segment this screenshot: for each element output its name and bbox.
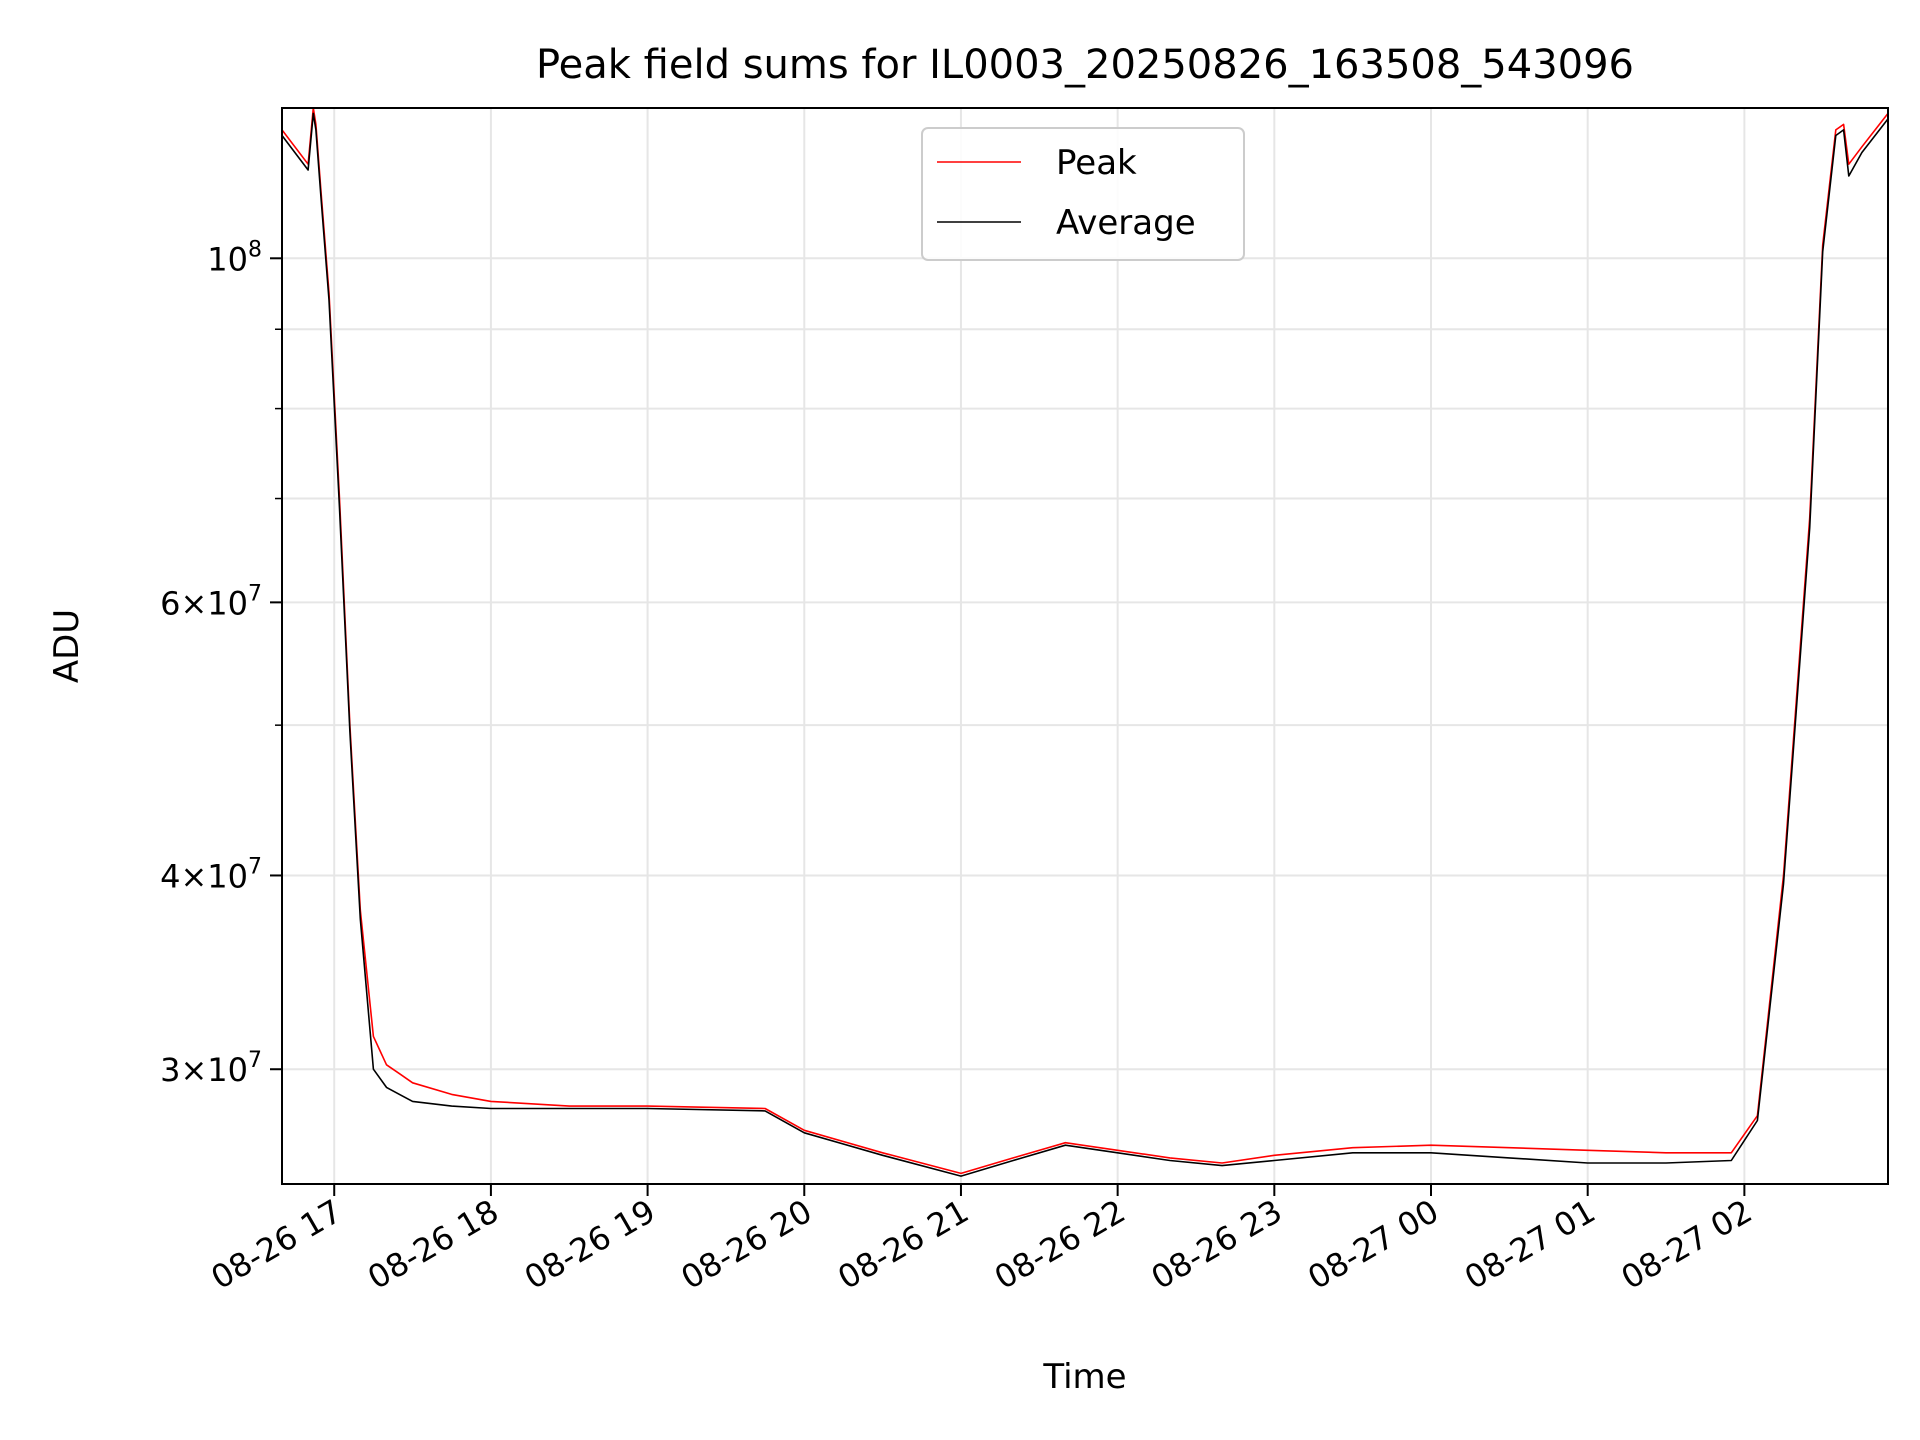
x-tick-label: 08-26 20 bbox=[675, 1192, 819, 1297]
legend-box bbox=[921, 127, 1245, 261]
y-axis: 108 6×107 4×107 3×107 bbox=[160, 237, 282, 1089]
x-tick-label: 08-27 01 bbox=[1458, 1192, 1602, 1297]
series-line-average bbox=[281, 112, 1889, 1177]
x-axis: 08-26 17 08-26 18 08-26 19 08-26 20 08-26 21… bbox=[205, 1184, 1759, 1297]
x-tick-label: 08-26 17 bbox=[205, 1192, 349, 1297]
grid bbox=[282, 108, 1888, 1184]
series-lines bbox=[281, 107, 1889, 1177]
y-tick-label: 6×107 bbox=[160, 581, 262, 622]
x-tick-label: 08-26 21 bbox=[831, 1192, 975, 1297]
x-tick-label: 08-26 22 bbox=[988, 1192, 1132, 1297]
legend-average-label: Average bbox=[1056, 203, 1196, 243]
y-axis-label: ADU bbox=[47, 609, 87, 683]
x-tick-label: 08-26 19 bbox=[518, 1192, 662, 1297]
y-tick-label: 108 bbox=[207, 237, 262, 278]
x-tick-label: 08-26 18 bbox=[361, 1192, 505, 1297]
series-line-peak bbox=[281, 107, 1889, 1175]
x-tick-label: 08-27 00 bbox=[1301, 1192, 1445, 1297]
x-tick-label: 08-27 02 bbox=[1615, 1192, 1759, 1297]
legend-peak-label: Peak bbox=[1056, 143, 1137, 183]
plot-frame bbox=[281, 107, 1889, 1185]
y-tick-label: 4×107 bbox=[160, 854, 262, 895]
legend: Peak Average bbox=[921, 127, 1245, 261]
chart-title: Peak field sums for IL0003_20250826_1635… bbox=[536, 42, 1634, 88]
x-axis-label: Time bbox=[1042, 1357, 1126, 1397]
x-tick-label: 08-26 23 bbox=[1145, 1192, 1289, 1297]
y-tick-label: 3×107 bbox=[160, 1048, 262, 1089]
